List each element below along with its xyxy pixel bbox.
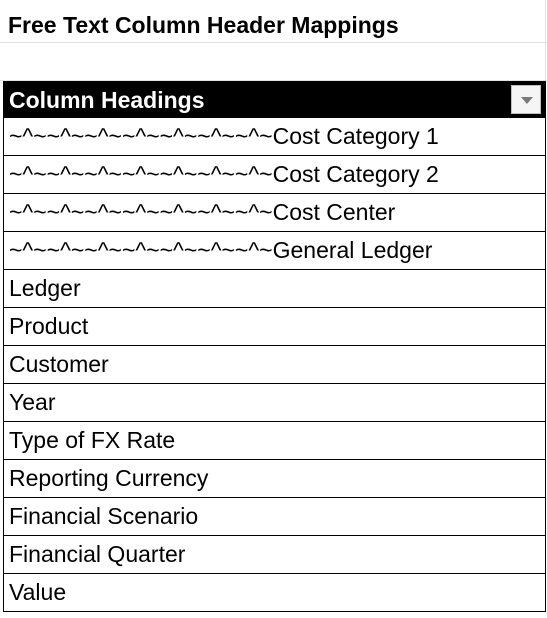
column-headings-table: Column Headings ~^~~^~~^~~^~~^~~^~~^~Cos… [3,81,546,612]
cell-text: Product [9,313,89,339]
cell-text: ~^~~^~~^~~^~~^~~^~~^~Cost Category 2 [9,161,439,187]
cell-text: Reporting Currency [9,465,209,491]
cell-text: Financial Quarter [9,541,186,567]
cell-text: Type of FX Rate [9,427,176,453]
table-header-label: Column Headings [9,87,205,113]
grid-line [545,0,546,81]
table-row[interactable]: Ledger [4,270,545,308]
table-row[interactable]: Type of FX Rate [4,422,545,460]
cell-text: Value [9,579,67,605]
table-header[interactable]: Column Headings [4,81,545,118]
cell-text: ~^~~^~~^~~^~~^~~^~~^~Cost Center [9,199,396,225]
table-row[interactable]: ~^~~^~~^~~^~~^~~^~~^~Cost Category 1 [4,118,545,156]
filter-dropdown-button[interactable] [511,85,541,114]
grid-line [0,0,547,43]
cell-text: Financial Scenario [9,503,199,529]
table-row[interactable]: ~^~~^~~^~~^~~^~~^~~^~General Ledger [4,232,545,270]
cell-text: Ledger [9,275,81,301]
cell-text: ~^~~^~~^~~^~~^~~^~~^~Cost Category 1 [9,123,439,149]
table-row[interactable]: Reporting Currency [4,460,545,498]
cell-text: Customer [9,351,109,377]
table-row[interactable]: Customer [4,346,545,384]
sheet-title[interactable]: Free Text Column Header Mappings [8,12,399,38]
cell-text: Year [9,389,56,415]
table-row[interactable]: Value [4,574,545,612]
table-row[interactable]: Year [4,384,545,422]
dropdown-arrow-icon [521,97,533,104]
table-row[interactable]: Financial Quarter [4,536,545,574]
table-row[interactable]: ~^~~^~~^~~^~~^~~^~~^~Cost Category 2 [4,156,545,194]
table-row[interactable]: Financial Scenario [4,498,545,536]
cell-text: ~^~~^~~^~~^~~^~~^~~^~General Ledger [9,237,433,263]
grid-line [0,42,547,81]
table-row[interactable]: Product [4,308,545,346]
table-row[interactable]: ~^~~^~~^~~^~~^~~^~~^~Cost Center [4,194,545,232]
